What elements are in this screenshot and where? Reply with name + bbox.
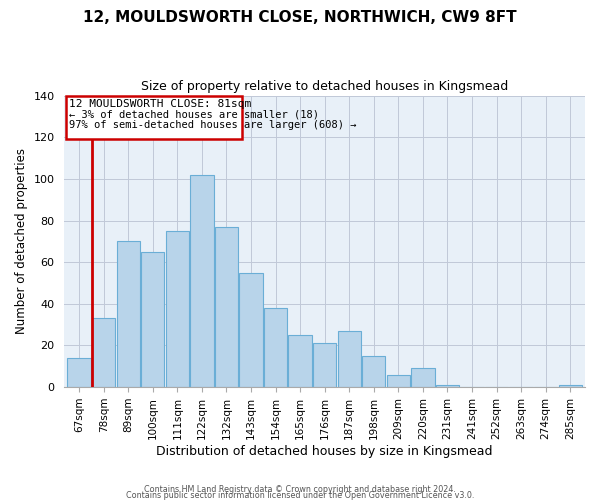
- Bar: [166, 231, 189, 387]
- X-axis label: Distribution of detached houses by size in Kingsmead: Distribution of detached houses by size …: [157, 444, 493, 458]
- Text: Contains public sector information licensed under the Open Government Licence v3: Contains public sector information licen…: [126, 490, 474, 500]
- Bar: [338, 331, 361, 387]
- Y-axis label: Number of detached properties: Number of detached properties: [15, 148, 28, 334]
- Text: 12, MOULDSWORTH CLOSE, NORTHWICH, CW9 8FT: 12, MOULDSWORTH CLOSE, NORTHWICH, CW9 8F…: [83, 10, 517, 25]
- Bar: [264, 308, 287, 387]
- Bar: [239, 272, 263, 387]
- Title: Size of property relative to detached houses in Kingsmead: Size of property relative to detached ho…: [141, 80, 508, 93]
- Text: ← 3% of detached houses are smaller (18): ← 3% of detached houses are smaller (18): [70, 109, 319, 119]
- Bar: [411, 368, 434, 387]
- Bar: [215, 226, 238, 387]
- Bar: [116, 242, 140, 387]
- Bar: [362, 356, 385, 387]
- Text: 97% of semi-detached houses are larger (608) →: 97% of semi-detached houses are larger (…: [70, 120, 357, 130]
- Text: 12 MOULDSWORTH CLOSE: 81sqm: 12 MOULDSWORTH CLOSE: 81sqm: [70, 98, 251, 108]
- Bar: [92, 318, 115, 387]
- Bar: [559, 385, 582, 387]
- Text: Contains HM Land Registry data © Crown copyright and database right 2024.: Contains HM Land Registry data © Crown c…: [144, 484, 456, 494]
- Bar: [313, 344, 337, 387]
- Bar: [289, 335, 312, 387]
- Bar: [190, 174, 214, 387]
- Bar: [387, 374, 410, 387]
- FancyBboxPatch shape: [65, 96, 242, 140]
- Bar: [436, 385, 459, 387]
- Bar: [141, 252, 164, 387]
- Bar: [67, 358, 91, 387]
